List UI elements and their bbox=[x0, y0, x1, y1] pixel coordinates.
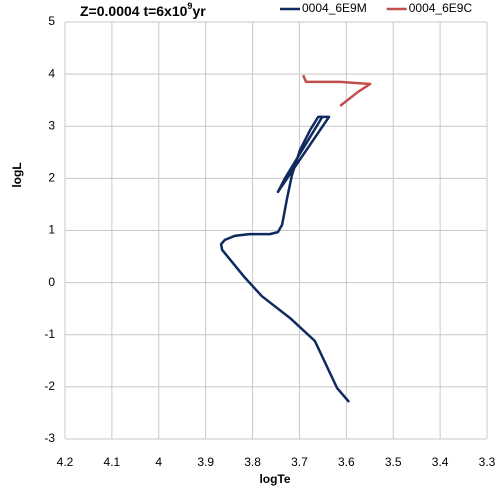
y-tick-label: 4 bbox=[48, 66, 55, 80]
x-tick-label: 3.7 bbox=[291, 455, 308, 469]
x-tick-label: 3.9 bbox=[197, 455, 214, 469]
x-tick-label: 3.5 bbox=[385, 455, 402, 469]
y-tick-label: 3 bbox=[48, 118, 55, 132]
x-axis-title: logTe bbox=[259, 472, 290, 486]
x-tick-label: 3.8 bbox=[244, 455, 261, 469]
x-tick-label: 4 bbox=[155, 455, 162, 469]
title-main: Z=0.0004 t=6x10 bbox=[80, 3, 188, 19]
y-tick-label: -1 bbox=[44, 327, 55, 341]
x-tick-label: 3.6 bbox=[338, 455, 355, 469]
series-line bbox=[219, 115, 351, 403]
legend-label: 0004_6E9C bbox=[409, 1, 473, 15]
x-tick-label: 3.4 bbox=[432, 455, 449, 469]
chart-title: Z=0.0004 t=6x109yr bbox=[80, 1, 206, 18]
x-tick-label: 4.2 bbox=[57, 455, 74, 469]
y-tick-label: 5 bbox=[48, 14, 55, 28]
y-axis-title: logL bbox=[10, 162, 24, 187]
legend-label: 0004_6E9M bbox=[302, 1, 367, 15]
title-superscript: 9 bbox=[187, 1, 192, 11]
y-tick-label: -3 bbox=[44, 431, 55, 445]
y-tick-label: 0 bbox=[48, 275, 55, 289]
series-line bbox=[302, 74, 372, 107]
x-tick-label: 4.1 bbox=[104, 455, 121, 469]
y-tick-label: -2 bbox=[44, 379, 55, 393]
y-tick-label: 1 bbox=[48, 223, 55, 237]
title-unit: yr bbox=[192, 3, 206, 19]
y-tick-label: 2 bbox=[48, 171, 55, 185]
x-tick-label: 3.3 bbox=[479, 455, 496, 469]
